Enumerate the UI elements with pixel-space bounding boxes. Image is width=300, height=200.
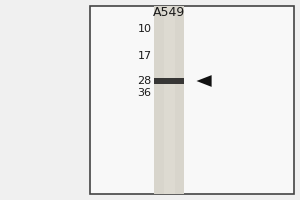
Bar: [90, 6, 294, 194]
Bar: [164, 6, 175, 194]
Text: A549: A549: [153, 6, 186, 20]
Bar: [154, 6, 184, 194]
Text: 36: 36: [137, 88, 152, 98]
Text: 10: 10: [137, 24, 152, 34]
Polygon shape: [196, 75, 211, 87]
Text: 17: 17: [137, 51, 152, 61]
Bar: [154, 78, 184, 84]
Text: 28: 28: [137, 76, 152, 86]
